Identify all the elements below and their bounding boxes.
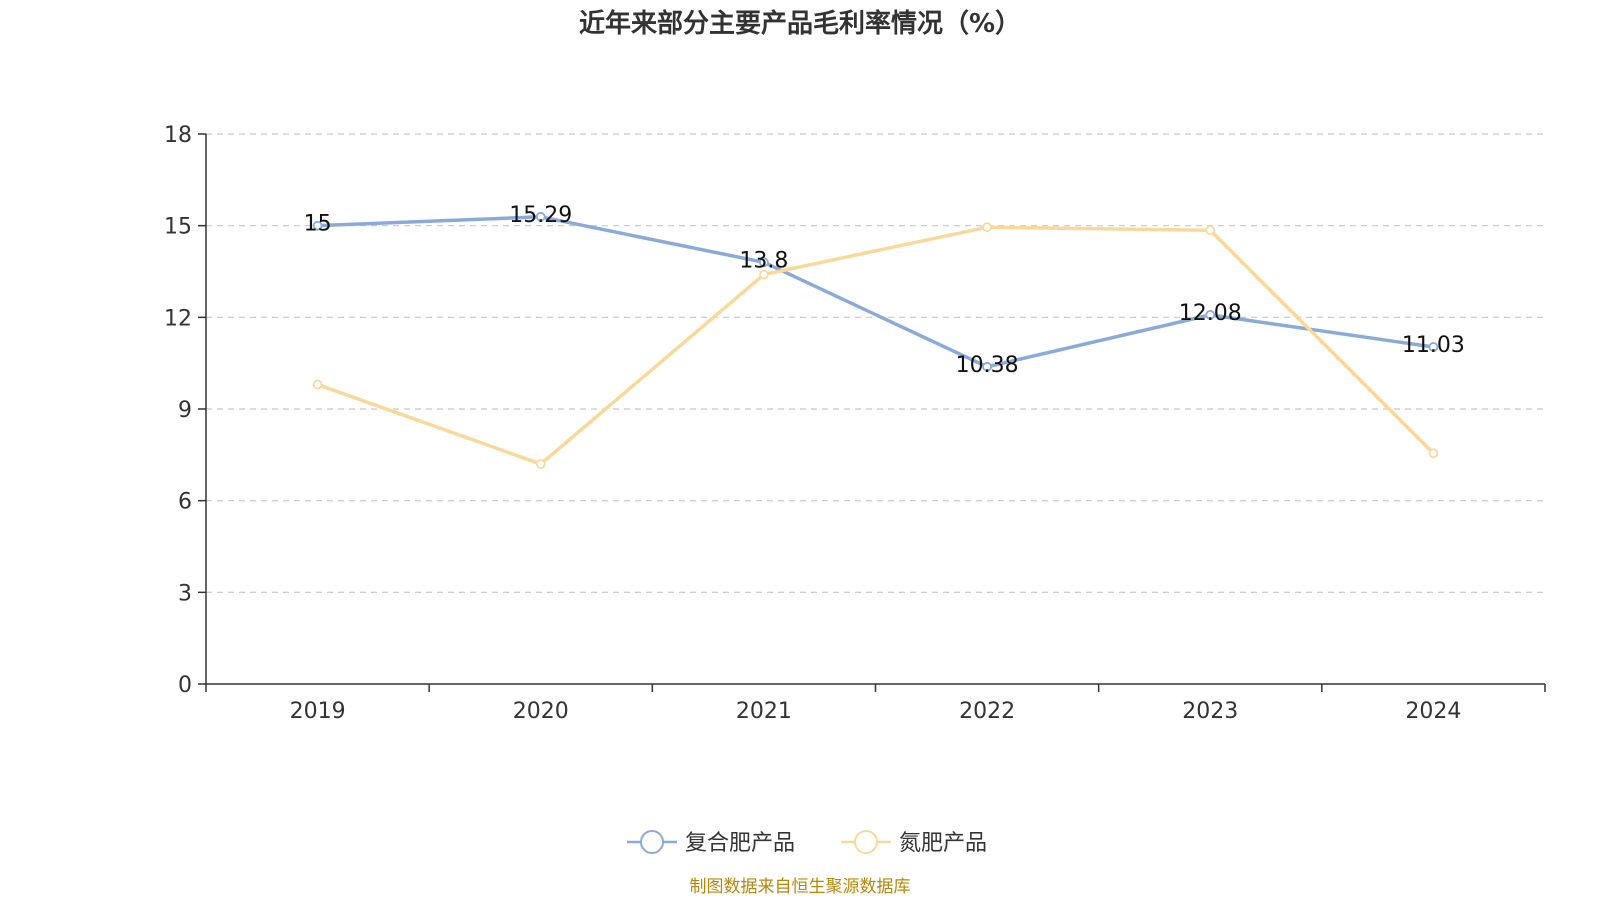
legend[interactable]: 复合肥产品 氮肥产品 — [627, 830, 987, 856]
grid-lines — [206, 133, 1545, 593]
x-tick-label: 2019 — [290, 699, 346, 724]
y-tick-label: 0 — [178, 673, 192, 698]
data-label: 10.38 — [956, 353, 1019, 378]
data-label: 13.8 — [739, 248, 788, 273]
data-point — [535, 211, 546, 222]
data-point — [312, 220, 323, 231]
legend-swatch-icon — [854, 830, 878, 854]
y-tick-label: 6 — [178, 490, 192, 515]
x-tick-label: 2022 — [959, 699, 1015, 724]
x-tick-label: 2023 — [1182, 699, 1238, 724]
y-tick-label: 12 — [164, 306, 192, 331]
data-point — [982, 222, 992, 233]
data-point — [1428, 342, 1439, 352]
series-layer — [312, 211, 1439, 469]
data-point — [982, 361, 992, 372]
data-label: 15.29 — [509, 203, 572, 228]
legend-label: 氮肥产品 — [899, 831, 987, 856]
series-line-1 — [317, 215, 1434, 369]
legend-swatch-icon — [640, 830, 664, 854]
y-tick-label: 3 — [178, 581, 192, 606]
data-label: 15 — [304, 212, 332, 237]
data-point — [1205, 225, 1216, 236]
data-point — [1205, 309, 1216, 320]
data-point — [759, 257, 769, 268]
data-label: 12.08 — [1179, 301, 1242, 326]
legend-item-2[interactable]: 氮肥产品 — [841, 830, 987, 856]
chart-title: 近年来部分主要产品毛利率情况（%） — [579, 8, 1021, 39]
data-point — [535, 459, 546, 469]
y-tick-label: 9 — [178, 398, 192, 423]
data-point — [1428, 448, 1439, 459]
x-tick-label: 2021 — [736, 699, 792, 724]
legend-item-1[interactable]: 复合肥产品 — [627, 830, 795, 856]
legend-label: 复合肥产品 — [685, 831, 795, 856]
x-tick-label: 2024 — [1405, 699, 1461, 724]
data-point — [312, 379, 323, 390]
x-tick-label: 2020 — [513, 699, 569, 724]
y-tick-label: 18 — [164, 123, 192, 148]
y-tick-label: 15 — [164, 215, 192, 240]
source-note: 制图数据来自恒生聚源数据库 — [690, 877, 911, 897]
axes: 0 3 6 9 12 15 18 2019 2020 2021 2022 2023 2024 — [164, 123, 1546, 724]
data-labels: 15 15.29 13.8 10.38 12.08 11.03 — [304, 203, 1465, 378]
data-point — [759, 269, 769, 280]
data-label: 11.03 — [1402, 333, 1465, 358]
series-line-2 — [316, 225, 1435, 466]
